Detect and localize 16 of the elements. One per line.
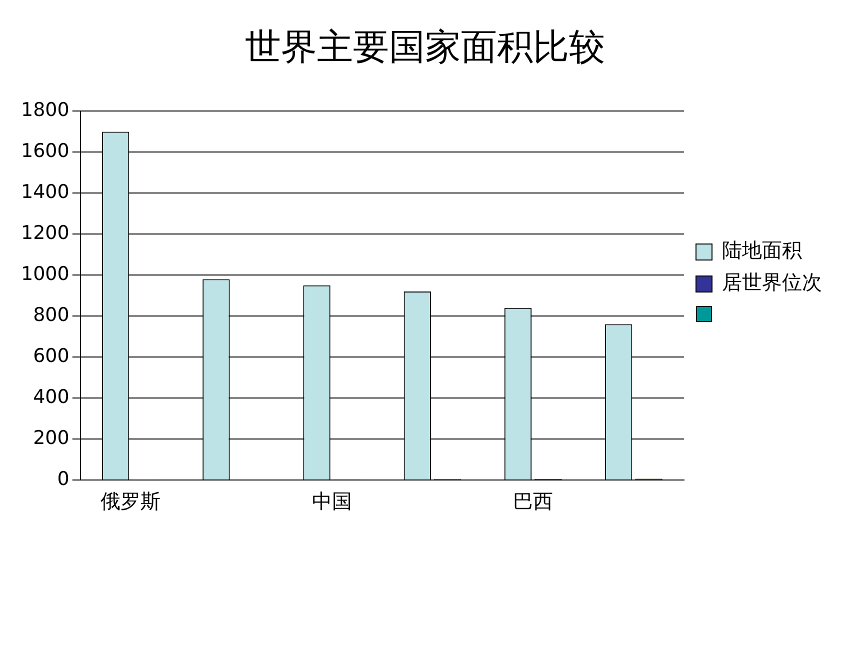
y-tick-label: 1800: [20, 99, 70, 122]
y-tick-label: 1600: [20, 140, 70, 162]
y-tick-label: 200: [33, 426, 70, 449]
y-tick-label: 400: [33, 386, 70, 408]
legend-label: 居世界位次: [722, 270, 822, 294]
x-tick-label: 巴西: [513, 489, 554, 514]
y-tick-label: 600: [33, 345, 70, 368]
y-tick-label: 1400: [20, 181, 70, 204]
y-tick-label: 1200: [20, 222, 70, 244]
x-tick-label: 俄罗斯: [100, 489, 161, 514]
y-tick-label: 800: [33, 304, 70, 326]
y-tick-label: 0: [57, 468, 70, 490]
chart-title: 世界主要国家面积比较: [245, 26, 605, 68]
x-tick-label: 中国: [312, 489, 352, 514]
legend-label: 陆地面积: [722, 238, 802, 262]
y-tick-label: 1000: [20, 263, 70, 286]
